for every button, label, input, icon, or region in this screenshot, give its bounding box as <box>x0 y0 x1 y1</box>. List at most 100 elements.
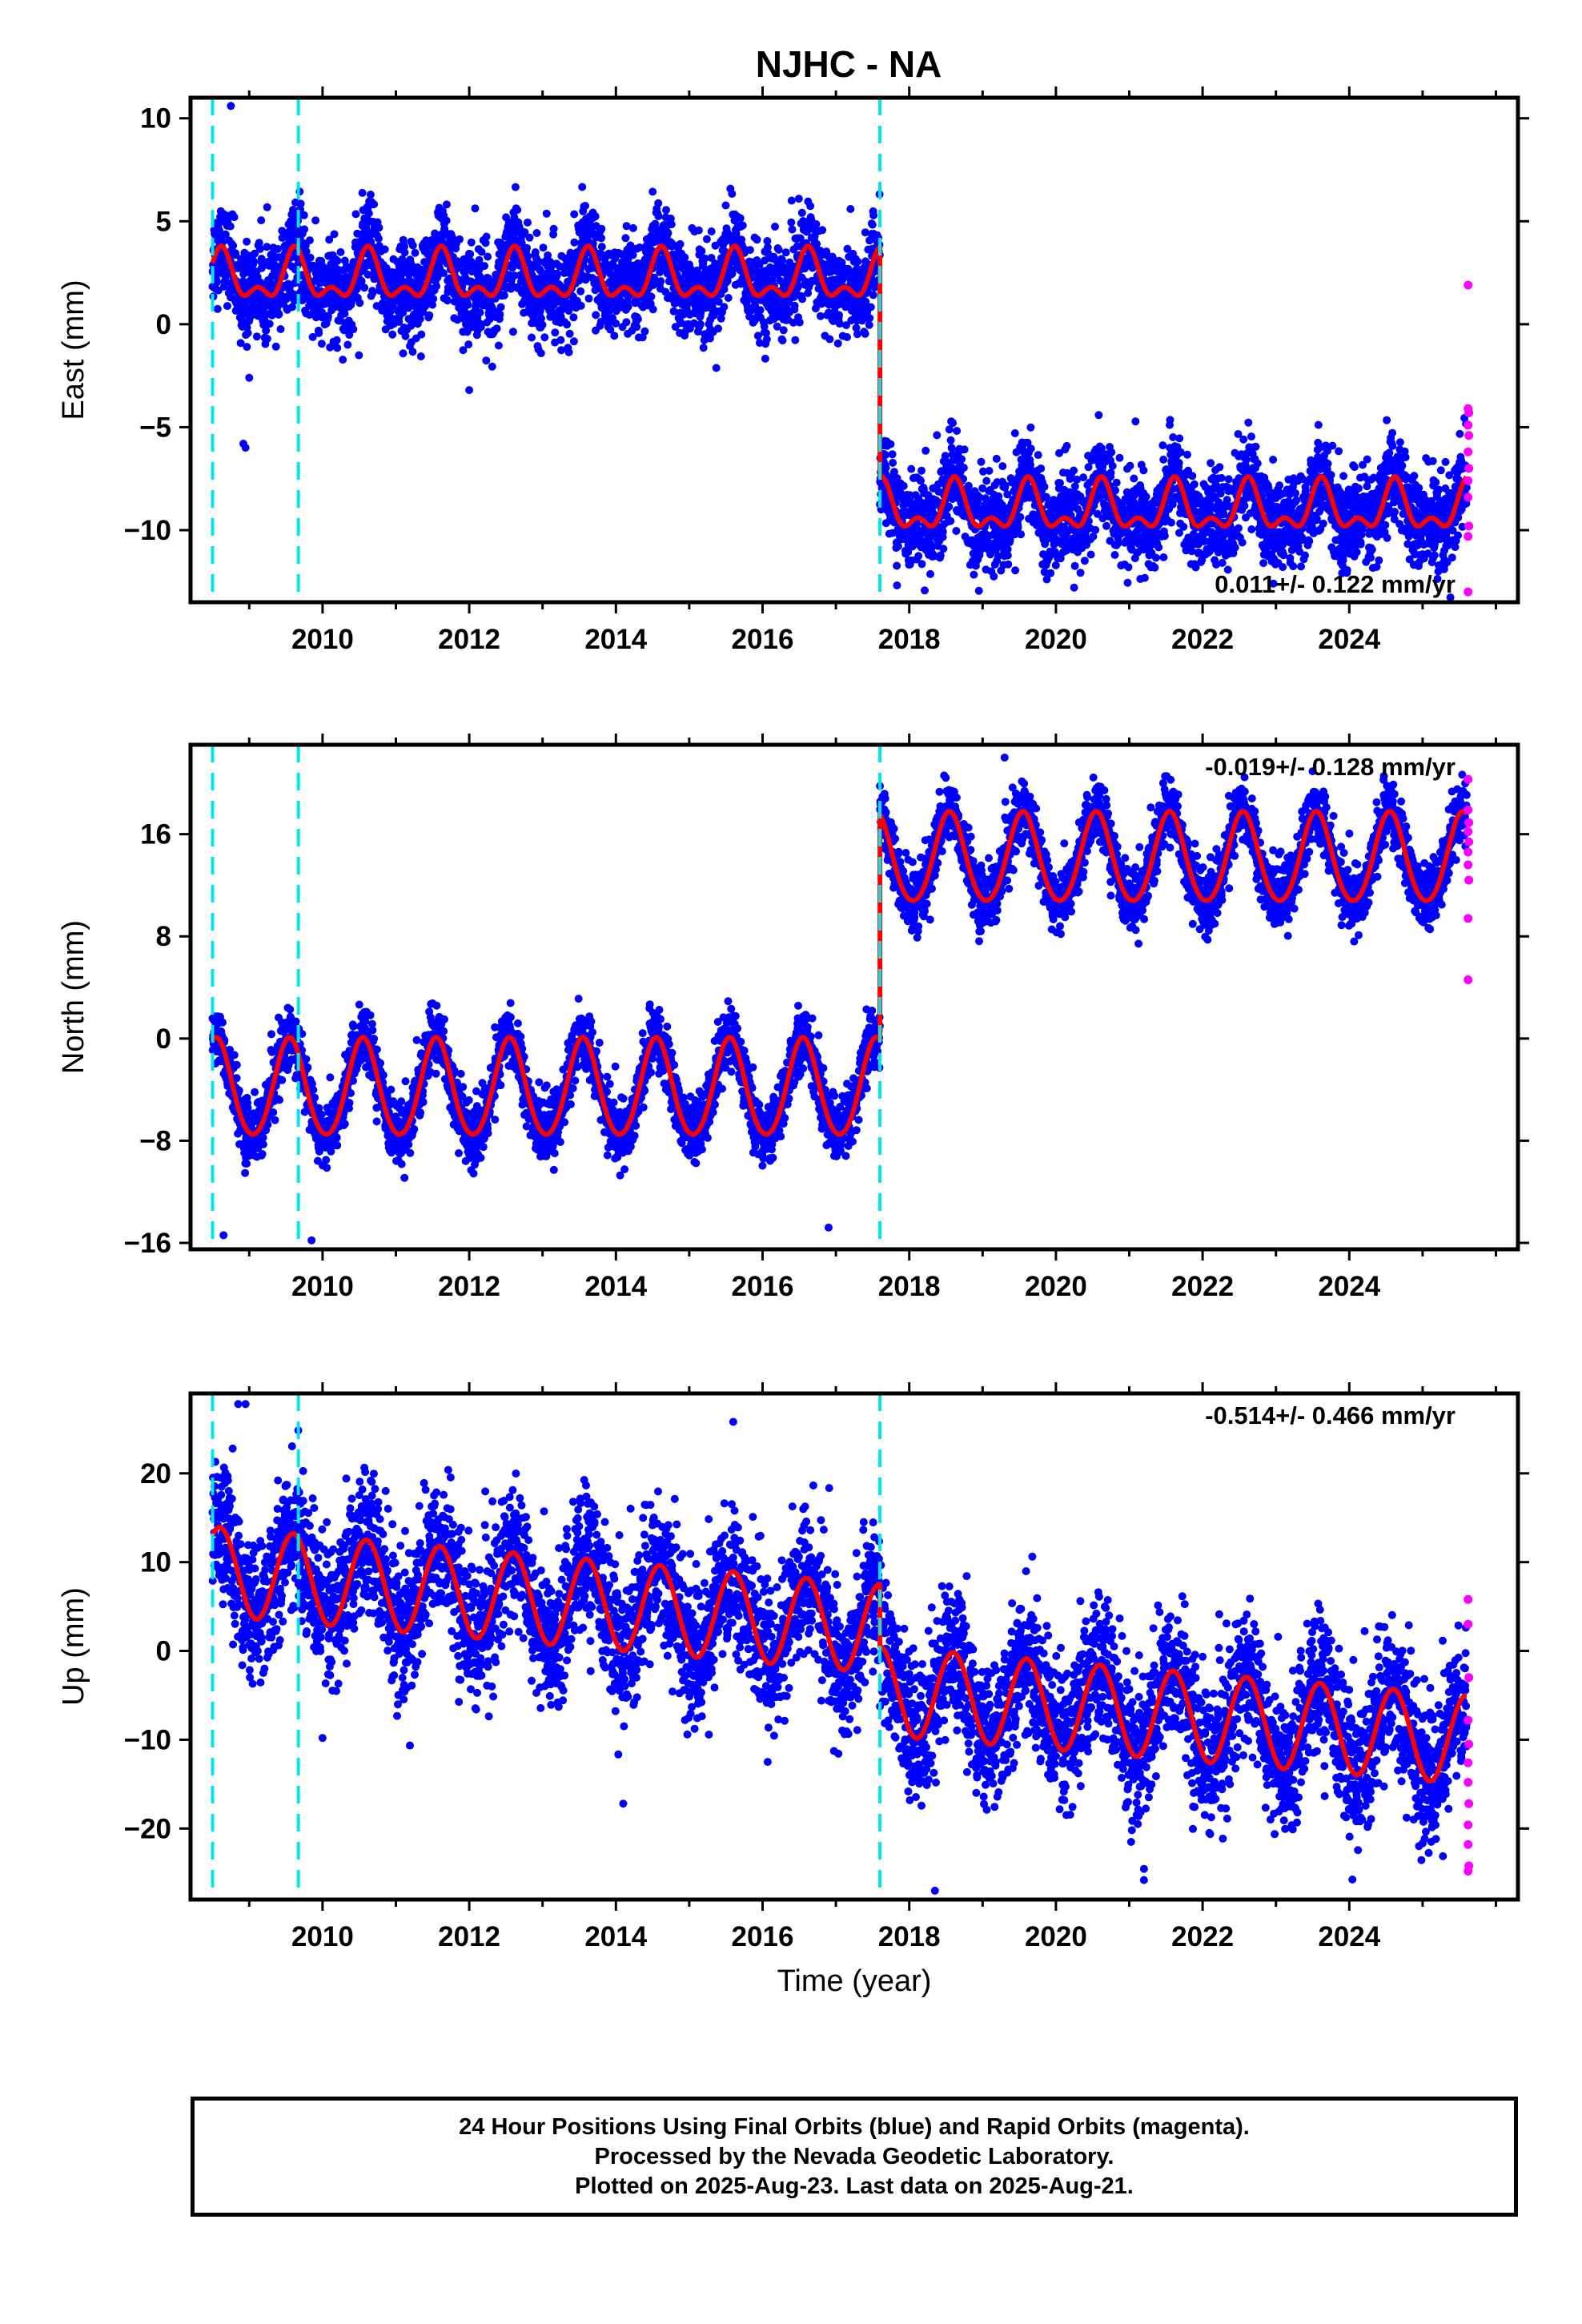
data-point <box>1042 575 1051 584</box>
data-point <box>349 325 358 334</box>
data-point <box>939 545 948 553</box>
data-point <box>938 528 947 537</box>
data-point <box>358 188 367 197</box>
data-point <box>480 262 489 271</box>
data-point <box>525 233 534 242</box>
data-point <box>888 450 897 459</box>
data-point <box>1247 525 1256 533</box>
data-point <box>576 301 585 310</box>
data-point <box>336 247 345 256</box>
data-point <box>701 254 709 263</box>
data-point <box>662 206 670 215</box>
data-point <box>970 570 978 579</box>
data-point <box>255 244 264 253</box>
data-point <box>1014 523 1022 532</box>
data-point <box>926 569 934 578</box>
data-point <box>1231 543 1239 552</box>
data-point <box>1176 448 1185 456</box>
data-point <box>624 303 632 311</box>
data-point <box>464 340 473 349</box>
data-point <box>1094 411 1103 420</box>
data-point <box>339 356 347 364</box>
data-point <box>921 586 929 595</box>
data-point <box>606 325 615 334</box>
data-point <box>223 302 231 311</box>
data-point <box>374 235 383 243</box>
data-point <box>1115 453 1124 462</box>
data-point <box>1023 438 1032 447</box>
data-point <box>763 237 772 245</box>
data-point <box>262 326 271 335</box>
data-point <box>597 234 605 243</box>
data-point <box>1216 489 1225 498</box>
data-point <box>1275 481 1284 490</box>
data-point <box>717 314 725 323</box>
data-point <box>979 467 987 476</box>
data-point <box>524 218 532 227</box>
data-point <box>1139 466 1148 475</box>
data-point <box>724 294 733 302</box>
data-point <box>964 481 973 490</box>
data-point <box>1126 461 1134 470</box>
data-point <box>816 312 825 320</box>
data-point <box>564 307 573 316</box>
data-point <box>941 452 950 460</box>
data-point <box>1142 493 1150 501</box>
data-point <box>508 328 517 336</box>
data-point <box>476 323 485 332</box>
data-point <box>1124 563 1133 572</box>
data-point <box>1259 559 1268 568</box>
data-point <box>563 320 572 329</box>
data-point <box>1169 433 1178 441</box>
data-point <box>357 277 366 285</box>
data-point <box>921 446 930 455</box>
data-point <box>368 288 377 297</box>
data-point <box>1055 448 1063 457</box>
data-point <box>1159 553 1168 561</box>
data-point <box>535 257 543 266</box>
data-point <box>893 581 901 589</box>
data-point <box>811 304 820 313</box>
data-point <box>1166 416 1174 424</box>
data-point <box>500 291 508 300</box>
data-point <box>1238 538 1247 547</box>
data-point <box>400 242 408 251</box>
data-point <box>404 271 413 279</box>
data-point <box>355 351 363 360</box>
data-point <box>866 303 875 312</box>
data-point <box>1195 549 1204 557</box>
data-point <box>992 454 1001 463</box>
data-point <box>302 247 311 255</box>
data-point <box>1191 563 1200 572</box>
data-point <box>511 183 520 191</box>
data-point <box>654 212 663 220</box>
data-point <box>433 273 442 282</box>
data-point <box>881 464 890 472</box>
data-point <box>778 336 787 345</box>
data-point <box>416 352 425 360</box>
data-point <box>305 236 314 245</box>
data-point <box>323 312 332 320</box>
data-point <box>861 297 870 306</box>
data-point <box>628 251 637 259</box>
data-point <box>408 241 417 250</box>
data-point <box>998 462 1007 471</box>
data-point <box>576 287 585 296</box>
data-point <box>610 332 619 340</box>
data-point <box>1219 510 1228 519</box>
data-point <box>796 234 805 243</box>
data-point <box>1130 474 1138 483</box>
data-point <box>513 206 522 215</box>
data-point <box>1235 524 1243 533</box>
data-point <box>1016 513 1025 521</box>
data-point <box>411 248 420 257</box>
data-point <box>622 222 631 231</box>
data-point <box>893 542 902 551</box>
data-point <box>1042 493 1050 501</box>
data-point <box>728 269 737 278</box>
data-point <box>977 457 986 466</box>
data-point <box>635 243 644 251</box>
data-point <box>429 295 438 304</box>
data-point <box>1240 501 1249 510</box>
data-point <box>917 466 926 475</box>
